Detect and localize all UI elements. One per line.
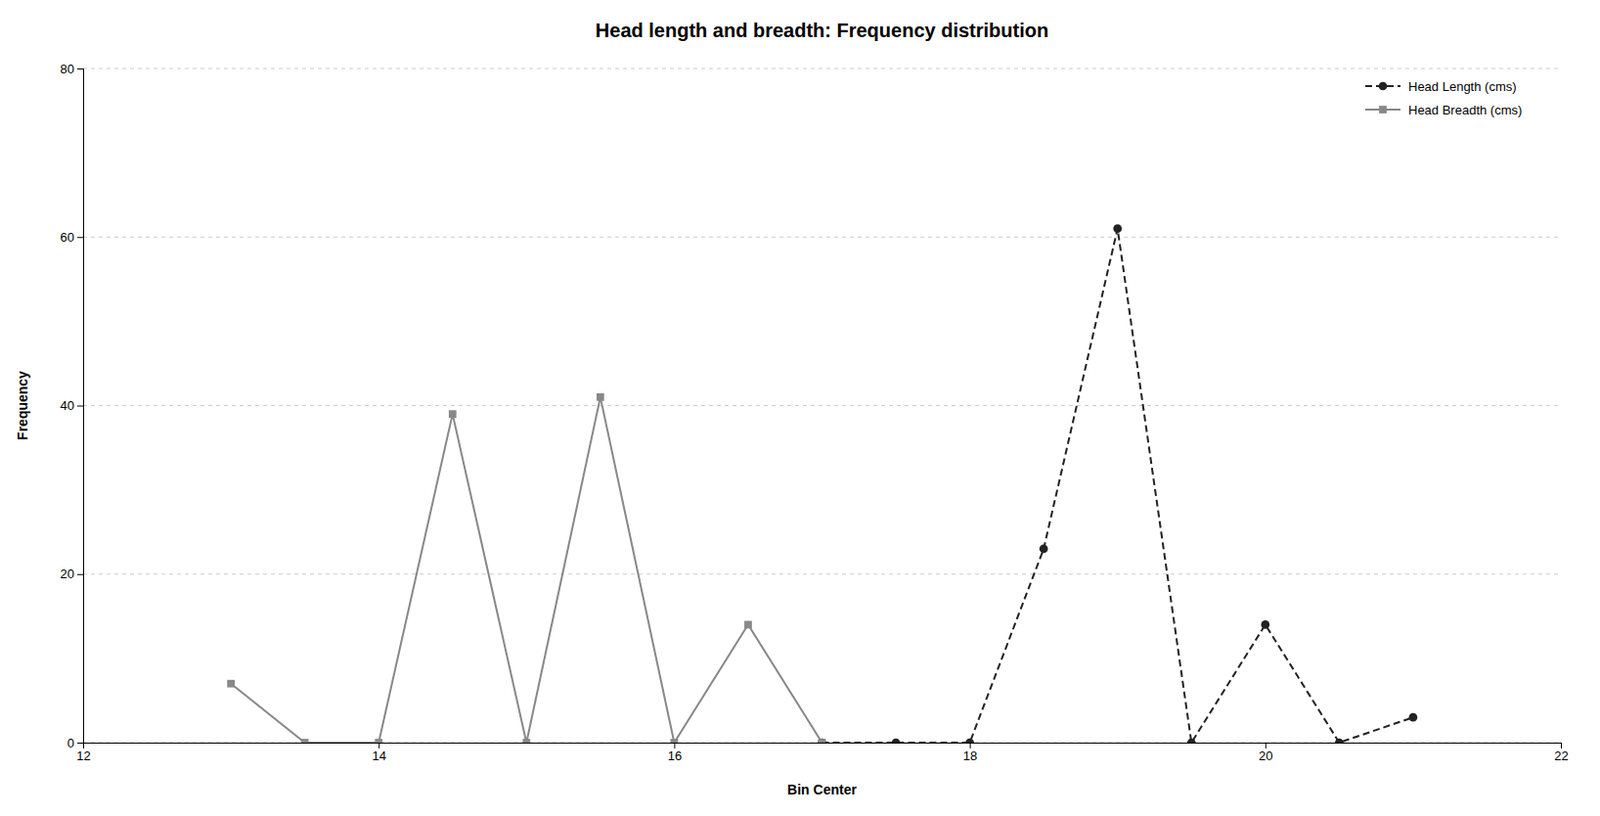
grid-line [83, 573, 1561, 575]
legend-marker [1378, 82, 1388, 91]
point [1187, 738, 1197, 743]
tick: 20 [60, 566, 84, 581]
line [822, 228, 1414, 743]
series-group [226, 223, 1418, 743]
grid-line [83, 236, 1561, 238]
tick-label: 20 [60, 566, 75, 581]
tick: 40 [60, 398, 84, 413]
tick: 60 [60, 229, 84, 245]
tick-label: 14 [371, 748, 386, 763]
point [374, 738, 383, 743]
tick-mark [970, 742, 972, 749]
tick-label: 40 [60, 398, 75, 413]
tick-label: 20 [1258, 748, 1273, 763]
point [301, 738, 310, 743]
axis-line [84, 743, 1562, 750]
tick: 14 [371, 742, 386, 763]
point [818, 738, 827, 743]
point [670, 738, 679, 743]
legend: Head Length (cms) Head Breadth (cms) [1365, 79, 1522, 118]
tick-label: 12 [76, 748, 90, 763]
tick-mark [77, 574, 84, 576]
legend-item: Head Length (cms) [1365, 79, 1517, 94]
tick-mark [77, 236, 84, 238]
tick-mark [77, 405, 84, 407]
grid-line [83, 404, 1561, 406]
series [817, 223, 1418, 743]
chart: 121416182022020406080Head Length (cms)He… [0, 0, 1600, 816]
x-axis-title: Bin Center [787, 781, 857, 798]
legend-item: Head Breadth (cms) [1365, 102, 1522, 118]
tick: 20 [1258, 742, 1273, 763]
legend-label: Head Length (cms) [1408, 79, 1517, 94]
tick: 80 [60, 61, 84, 77]
tick-mark [1560, 742, 1562, 749]
tick: 0 [67, 735, 84, 751]
point [1334, 738, 1344, 743]
line [230, 397, 822, 743]
point [817, 738, 827, 743]
tick-label: 18 [963, 748, 978, 763]
grid-line [83, 68, 1561, 70]
point [891, 738, 901, 743]
point [596, 393, 605, 401]
point [448, 409, 457, 418]
tick-mark [1265, 742, 1267, 749]
y-axis: 0 20 40 60 80 [60, 61, 85, 751]
y-axis-title: Frequency [14, 370, 31, 441]
tick: 22 [1554, 742, 1568, 763]
plot: 121416182022020406080Head Length (cms)He… [60, 61, 1569, 764]
point [744, 621, 753, 629]
legend-marker [1378, 105, 1387, 114]
tick-mark [77, 68, 84, 70]
point [226, 679, 235, 688]
grid [83, 68, 1561, 743]
axis-line [77, 69, 85, 744]
tick-label: 16 [667, 748, 682, 763]
point [1260, 620, 1270, 629]
tick-mark [77, 742, 84, 744]
x-axis: 12 14 16 18 20 22 [76, 742, 1568, 763]
point [1409, 712, 1419, 722]
title: Head length and breadth: Frequency distr… [595, 19, 1049, 42]
tick: 16 [667, 742, 682, 763]
point [965, 738, 975, 743]
point [1039, 544, 1049, 554]
tick-label: 60 [60, 229, 75, 245]
tick-label: 0 [67, 735, 75, 751]
point [1112, 223, 1122, 233]
tick: 18 [963, 742, 978, 763]
tick-mark [673, 742, 675, 749]
point [522, 738, 531, 743]
tick: 12 [76, 742, 90, 763]
tick-label: 80 [60, 61, 75, 77]
tick-label: 22 [1554, 748, 1568, 763]
legend-label: Head Breadth (cms) [1408, 102, 1522, 118]
series [226, 393, 826, 743]
tick-mark [378, 742, 380, 749]
